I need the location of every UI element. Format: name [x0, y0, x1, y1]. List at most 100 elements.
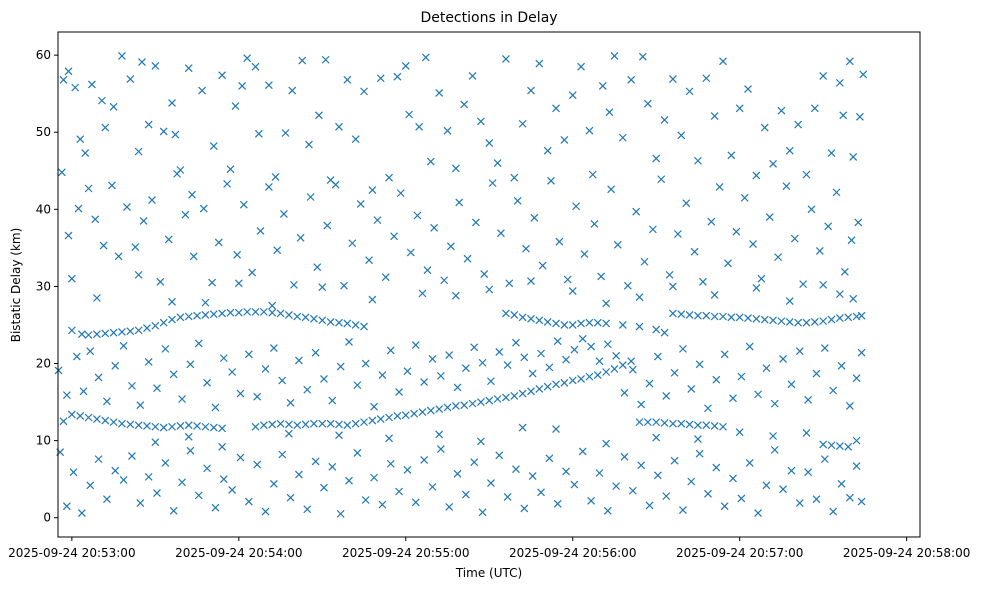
- detection-point: [837, 361, 846, 370]
- detection-point: [829, 386, 838, 395]
- x-tick-label: 2025-09-24 20:54:00: [175, 546, 302, 560]
- detection-point: [59, 417, 68, 426]
- detection-point: [795, 347, 804, 356]
- detection-point: [370, 402, 378, 411]
- detection-point: [653, 471, 662, 480]
- detection-point: [769, 159, 778, 168]
- detection-point: [119, 476, 128, 484]
- detection-point: [610, 51, 619, 60]
- detection-point: [497, 229, 505, 238]
- detection-point: [209, 142, 218, 151]
- detection-point: [111, 466, 120, 475]
- detection-point: [553, 499, 562, 508]
- detection-point: [390, 232, 399, 241]
- detection-point: [109, 418, 118, 427]
- detection-point: [151, 422, 160, 431]
- detection-point: [545, 363, 554, 372]
- detection-point: [211, 403, 220, 412]
- detection-point: [471, 218, 480, 227]
- detection-point: [618, 133, 627, 142]
- detection-point: [668, 282, 677, 291]
- detection-point: [92, 294, 101, 302]
- detection-point: [405, 110, 414, 119]
- detection-point: [318, 419, 327, 428]
- detection-point: [694, 156, 702, 165]
- detection-point: [702, 421, 711, 430]
- detection-point: [161, 459, 170, 467]
- detection-point: [86, 347, 95, 356]
- detection-point: [54, 366, 63, 375]
- detection-point: [186, 360, 195, 369]
- detection-point: [653, 352, 662, 361]
- detection-point: [568, 91, 577, 100]
- detection-point: [585, 372, 594, 381]
- detection-point: [418, 408, 427, 417]
- detection-point: [829, 507, 838, 516]
- detection-point: [694, 311, 702, 320]
- detection-point: [284, 311, 293, 319]
- detection-point: [595, 357, 604, 366]
- detection-point: [184, 64, 193, 73]
- detection-point: [643, 418, 652, 427]
- detection-point: [787, 380, 796, 389]
- detection-point: [752, 314, 761, 323]
- detection-point: [336, 362, 345, 371]
- detection-point: [436, 371, 445, 380]
- x-tick-label: 2025-09-24 20:58:00: [843, 546, 970, 560]
- detection-point: [445, 503, 454, 511]
- detection-point: [486, 479, 495, 487]
- detection-point: [251, 307, 260, 316]
- detection-point: [652, 418, 661, 427]
- detection-point: [745, 342, 754, 351]
- detection-point: [560, 378, 569, 387]
- detection-point: [289, 280, 298, 289]
- detection-point: [552, 380, 560, 389]
- detection-point: [57, 168, 66, 177]
- detection-point: [256, 226, 265, 235]
- detection-point: [510, 391, 519, 400]
- detection-point: [311, 348, 320, 357]
- detection-point: [503, 492, 512, 501]
- detection-point: [144, 120, 153, 129]
- detection-point: [315, 111, 323, 120]
- detection-point: [460, 100, 469, 109]
- detection-point: [144, 472, 153, 481]
- detection-point: [645, 501, 654, 510]
- detection-point: [423, 266, 432, 275]
- detection-point: [353, 449, 362, 457]
- detection-point: [293, 312, 302, 321]
- detection-point: [804, 468, 813, 477]
- detection-point: [769, 432, 778, 440]
- detection-point: [84, 184, 93, 193]
- detection-point: [588, 170, 597, 179]
- detection-point: [704, 404, 712, 413]
- detection-point: [395, 487, 404, 496]
- detection-point: [737, 494, 746, 503]
- detection-point: [343, 421, 352, 430]
- detection-point: [785, 317, 794, 326]
- detection-point: [340, 281, 348, 290]
- detection-point: [136, 401, 145, 410]
- detection-point: [687, 477, 696, 486]
- detection-point: [760, 315, 769, 324]
- detection-point: [827, 149, 836, 157]
- detection-point: [228, 486, 237, 494]
- detection-point: [652, 154, 661, 163]
- detection-point: [445, 351, 454, 359]
- detection-point: [156, 277, 165, 286]
- detection-point: [485, 139, 494, 147]
- detection-point: [857, 348, 866, 357]
- detection-point: [228, 368, 237, 376]
- detection-point: [301, 313, 310, 322]
- detection-point: [740, 193, 749, 202]
- detection-point: [577, 319, 586, 328]
- detection-point: [426, 157, 435, 166]
- detection-point: [77, 509, 86, 518]
- detection-point: [852, 436, 861, 445]
- detection-point: [849, 294, 858, 303]
- detection-point: [673, 230, 682, 238]
- detection-point: [451, 291, 460, 300]
- detection-point: [744, 314, 752, 322]
- detection-point: [543, 146, 552, 155]
